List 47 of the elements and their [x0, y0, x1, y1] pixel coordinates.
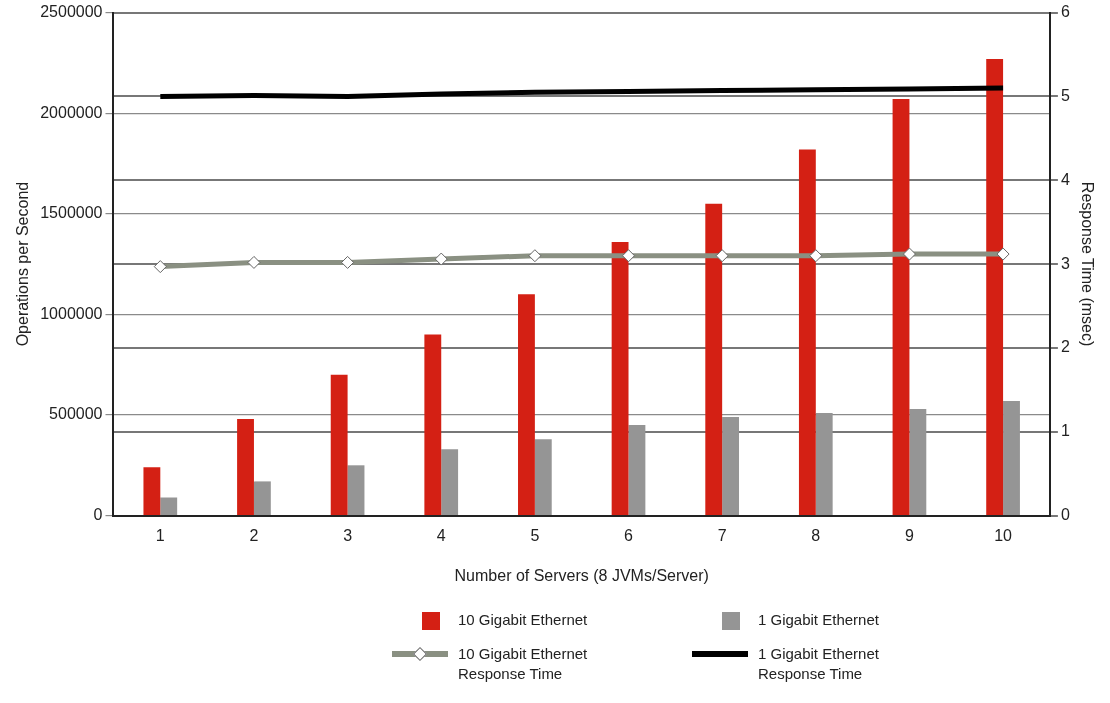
y-tick-label: 500000 — [49, 405, 103, 423]
legend-label: 1 Gigabit Ethernet Response Time — [758, 644, 880, 684]
y-axis-title: Operations per Second — [14, 181, 32, 347]
y2-tick-label: 3 — [1060, 254, 1070, 272]
y2-tick-label: 4 — [1060, 170, 1070, 188]
bar — [892, 99, 910, 515]
bar — [424, 334, 442, 515]
x-tick-label: 2 — [249, 526, 259, 544]
bar — [986, 58, 1004, 515]
bar — [518, 294, 535, 515]
x-tick-label: 8 — [811, 526, 821, 544]
x-tick-label: 7 — [717, 526, 727, 544]
y-tick-label: 2500000 — [40, 3, 103, 21]
y-tick-label: 2000000 — [40, 103, 103, 121]
legend-label: 10 Gigabit Ethernet — [458, 610, 589, 630]
bar — [143, 467, 161, 515]
y2-axis-title: Response Time (msec) — [1078, 181, 1096, 347]
y2-tick-label: 1 — [1060, 422, 1070, 440]
y2-tick-label: 2 — [1060, 338, 1070, 356]
x-tick-label: 9 — [904, 526, 914, 544]
bar — [534, 439, 552, 515]
bar — [628, 425, 646, 515]
legend-label: 10 Gigabit Ethernet Response Time — [458, 644, 589, 684]
bar — [253, 481, 271, 515]
y-tick-label: 1500000 — [40, 204, 103, 222]
x-tick-label: 10 — [994, 526, 1013, 544]
bar — [330, 374, 348, 515]
bar — [347, 465, 365, 515]
x-axis-title: Number of Servers (8 JVMs/Server) — [454, 566, 709, 584]
y2-tick-label: 6 — [1060, 3, 1070, 21]
y-tick-label: 1000000 — [40, 304, 103, 322]
y2-tick-label: 5 — [1060, 86, 1070, 104]
bar — [160, 497, 178, 515]
bar — [237, 419, 254, 515]
x-tick-label: 5 — [530, 526, 540, 544]
bar — [441, 449, 459, 515]
y2-tick-label: 0 — [1060, 506, 1070, 524]
y-tick-label: 0 — [93, 506, 103, 524]
x-tick-label: 4 — [436, 526, 446, 544]
bar — [798, 149, 816, 515]
x-tick-label: 1 — [155, 526, 165, 544]
bar — [611, 241, 629, 515]
bar — [705, 203, 723, 515]
x-tick-label: 3 — [343, 526, 353, 544]
bar — [722, 417, 740, 515]
legend-label: 1 Gigabit Ethernet — [758, 610, 880, 630]
x-tick-label: 6 — [624, 526, 634, 544]
